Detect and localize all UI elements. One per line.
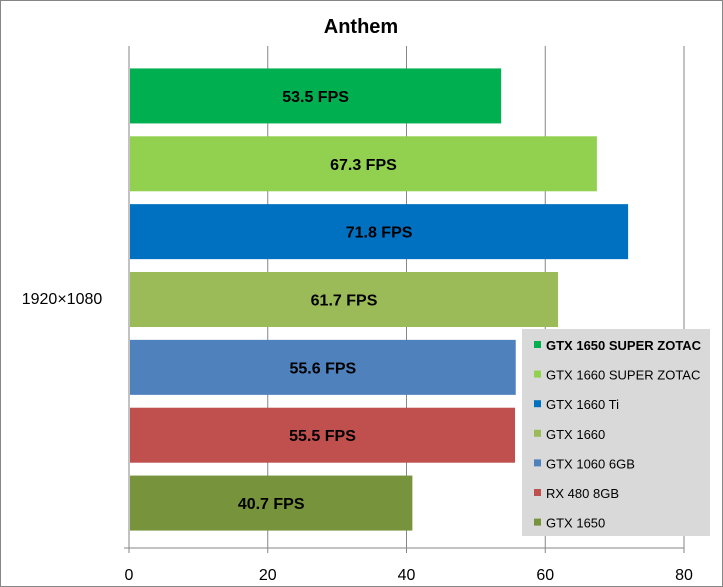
legend-entry: GTX 1660 SUPER ZOTAC xyxy=(546,368,700,383)
legend-swatch xyxy=(534,429,541,437)
bar-data-label: 61.7 FPS xyxy=(311,293,378,310)
legend-swatch xyxy=(534,489,541,496)
legend-swatch xyxy=(534,518,541,526)
chart-title: Anthem xyxy=(324,16,398,38)
legend-entry: GTX 1060 6GB xyxy=(546,456,635,471)
x-axis: 0 20 40 60 80 xyxy=(124,547,693,584)
bars-group: 53.5 FPS 67.3 FPS 71.8 FPS 61.7 FPS 55.6 FPS… xyxy=(130,68,629,531)
category-label: 1920×1080 xyxy=(22,291,103,308)
legend-swatch xyxy=(534,459,541,467)
x-tick-label: 0 xyxy=(125,567,134,584)
bar-data-label: 71.8 FPS xyxy=(346,225,413,242)
bar-data-label: 67.3 FPS xyxy=(330,157,397,174)
bar-data-label: 55.6 FPS xyxy=(290,360,357,377)
legend-entry: GTX 1650 SUPER ZOTAC xyxy=(546,338,702,353)
legend-entry: GTX 1650 xyxy=(546,516,605,531)
bar xyxy=(130,407,516,463)
legend-entry: GTX 1660 Ti xyxy=(546,397,619,412)
legend-swatch xyxy=(534,370,541,378)
x-tick-label: 80 xyxy=(675,567,693,584)
bar xyxy=(130,136,597,192)
legend-entry: GTX 1660 xyxy=(546,427,605,442)
bar xyxy=(130,272,559,327)
bar xyxy=(130,475,413,531)
legend-box xyxy=(522,329,710,536)
bar-data-label: 40.7 FPS xyxy=(238,496,305,513)
bar xyxy=(130,204,629,260)
bar xyxy=(130,339,516,395)
x-tick-label: 40 xyxy=(398,567,416,584)
x-tick-label: 60 xyxy=(536,567,554,584)
legend-entry: RX 480 8GB xyxy=(546,486,619,501)
legend: GTX 1650 SUPER ZOTAC GTX 1660 SUPER ZOTAC… xyxy=(522,329,710,536)
x-tick-label: 20 xyxy=(259,567,277,584)
bar xyxy=(130,68,502,124)
bar-data-label: 53.5 FPS xyxy=(282,89,349,106)
legend-swatch xyxy=(534,341,541,348)
legend-swatch xyxy=(534,400,541,408)
bar-data-label: 55.5 FPS xyxy=(289,428,356,445)
